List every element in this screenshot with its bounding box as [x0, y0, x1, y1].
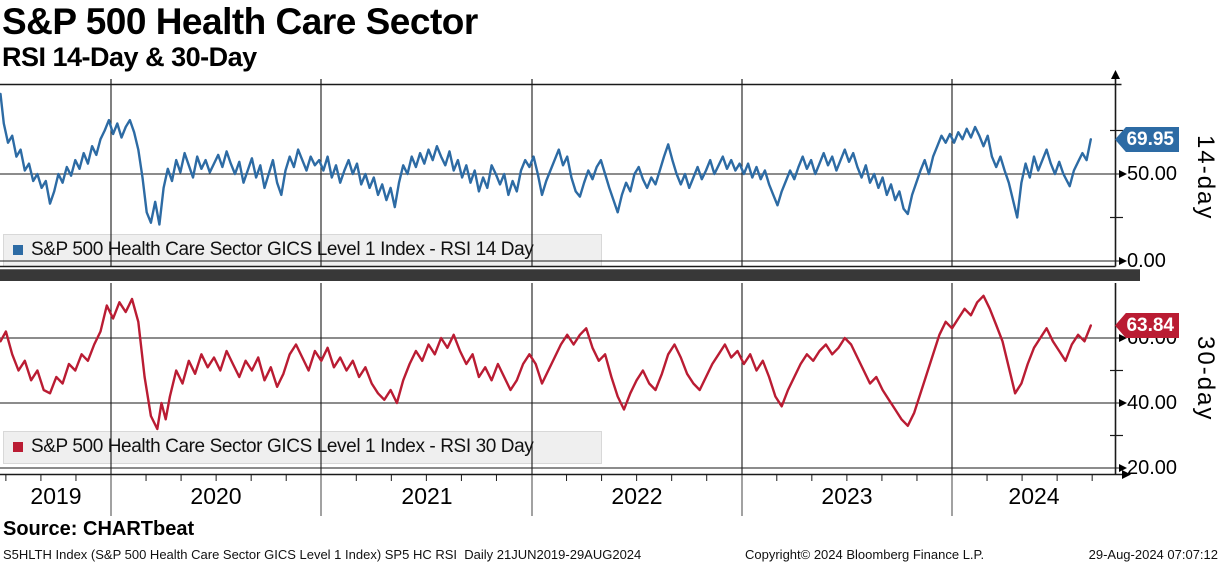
legend-label-rsi30: S&P 500 Health Care Sector GICS Level 1 … [31, 435, 534, 457]
ytick-30-day-40.00: 40.00 [1127, 392, 1178, 414]
axis-arrow-icon [1119, 399, 1127, 407]
xtick-year-2024: 2024 [1008, 483, 1060, 509]
timestamp: 29-Aug-2024 07:07:12 [1088, 547, 1218, 562]
xtick-year-2021: 2021 [401, 483, 453, 509]
legend-label-rsi14: S&P 500 Health Care Sector GICS Level 1 … [31, 238, 534, 260]
last-value-badge-rsi14: 69.95 [1115, 127, 1179, 152]
ytick-14-day-0.00: 0.00 [1127, 250, 1166, 272]
xtick-year-2020: 2020 [190, 483, 242, 509]
axis-arrow-icon [1119, 257, 1127, 265]
ytick-30-day-20.00: 20.00 [1127, 457, 1178, 479]
ticker-description: S5HLTH Index (S&P 500 Health Care Sector… [3, 547, 642, 562]
xtick-year-2022: 2022 [611, 483, 663, 509]
axis-arrow-icon [1111, 70, 1120, 79]
source-credit: Source: CHARTbeat [3, 518, 195, 540]
page-title: S&P 500 Health Care Sector [2, 1, 478, 42]
rsi-series-30day [0, 294, 1092, 431]
panel-separator [0, 269, 1140, 281]
axis-arrow-icon [1119, 170, 1127, 178]
rsi-series-14day [0, 92, 1092, 226]
page-subtitle: RSI 14-Day & 30-Day [2, 42, 257, 72]
xtick-year-2019: 2019 [30, 483, 82, 509]
axis-title-30day: 30-day [1192, 336, 1219, 422]
legend-swatch-blue-icon [13, 244, 23, 255]
legend-swatch-red-icon [13, 441, 23, 452]
legend-box-rsi30 [3, 431, 602, 464]
copyright-notice: Copyright© 2024 Bloomberg Finance L.P. [745, 547, 985, 562]
xtick-year-2023: 2023 [821, 483, 873, 509]
ytick-14-day-50.00: 50.00 [1127, 163, 1178, 185]
legend-rsi30[interactable]: S&P 500 Health Care Sector GICS Level 1 … [3, 431, 600, 462]
legend-rsi14[interactable]: S&P 500 Health Care Sector GICS Level 1 … [3, 234, 600, 265]
axis-title-14day: 14-day [1192, 135, 1219, 221]
last-value-badge-rsi30: 63.84 [1115, 313, 1179, 338]
axis-arrow-icon [1119, 464, 1127, 472]
